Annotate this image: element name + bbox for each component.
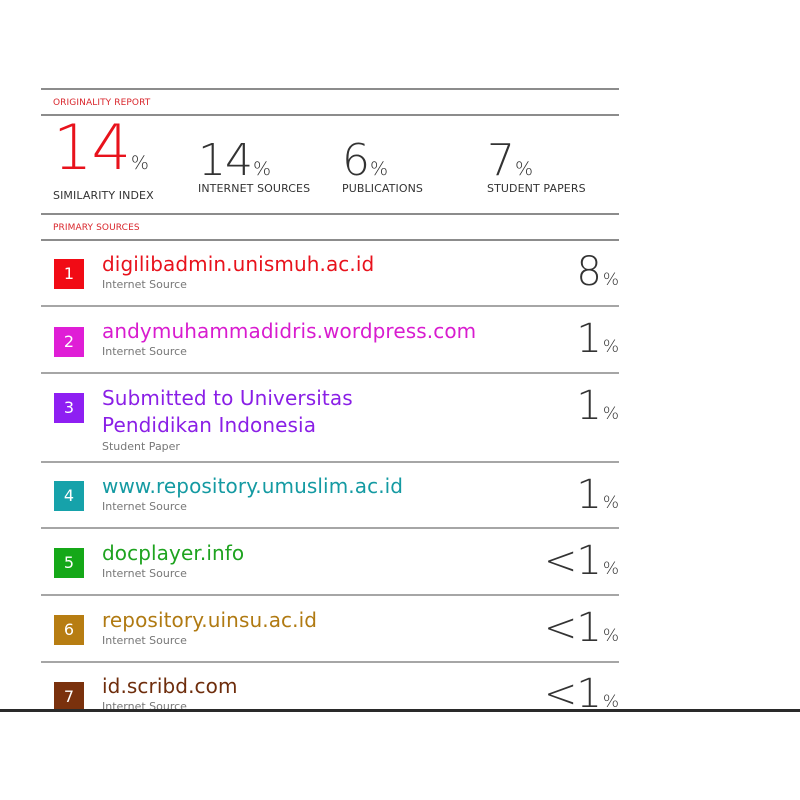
source-row[interactable]: 3 Submitted to Universitas Pendidikan In… bbox=[41, 374, 619, 463]
source-name-link[interactable]: andymuhammadidris.wordpress.com bbox=[102, 319, 477, 343]
percent-unit: % bbox=[130, 152, 149, 174]
source-row[interactable]: 5 docplayer.info Internet Source <1% bbox=[41, 529, 619, 596]
source-type: Internet Source bbox=[102, 278, 187, 291]
source-type: Internet Source bbox=[102, 345, 187, 358]
source-row[interactable]: 2 andymuhammadidris.wordpress.com Intern… bbox=[41, 307, 619, 374]
originality-report: ORIGINALITY REPORT 14% SIMILARITY INDEX … bbox=[41, 88, 619, 715]
source-percent: 1% bbox=[576, 383, 619, 429]
stat-similarity-index: 14% SIMILARITY INDEX bbox=[53, 111, 154, 203]
source-name-link[interactable]: id.scribd.com bbox=[102, 674, 238, 698]
primary-sources-heading: PRIMARY SOURCES bbox=[53, 223, 140, 233]
stat-publications: 6% PUBLICATIONS bbox=[342, 135, 423, 195]
source-name-link[interactable]: www.repository.umuslim.ac.id bbox=[102, 474, 404, 498]
source-name-link[interactable]: docplayer.info bbox=[102, 541, 245, 565]
primary-sources-list: 1 digilibadmin.unismuh.ac.id Internet So… bbox=[41, 241, 619, 715]
source-percent: 8% bbox=[576, 249, 619, 295]
source-row[interactable]: 1 digilibadmin.unismuh.ac.id Internet So… bbox=[41, 241, 619, 307]
student-papers-value: 7 bbox=[487, 135, 515, 186]
source-row[interactable]: 4 www.repository.umuslim.ac.id Internet … bbox=[41, 463, 619, 529]
source-rank-badge: 7 bbox=[54, 682, 84, 712]
source-rank-badge: 1 bbox=[54, 259, 84, 289]
student-papers-label: STUDENT PAPERS bbox=[487, 182, 586, 195]
internet-sources-label: INTERNET SOURCES bbox=[198, 182, 311, 195]
source-rank-badge: 5 bbox=[54, 548, 84, 578]
source-type: Student Paper bbox=[102, 440, 180, 453]
source-rank-badge: 2 bbox=[54, 327, 84, 357]
source-rank-badge: 3 bbox=[54, 393, 84, 423]
stat-student-papers: 7% STUDENT PAPERS bbox=[487, 135, 586, 195]
stats-summary: 14% SIMILARITY INDEX 14% INTERNET SOURCE… bbox=[41, 116, 619, 213]
source-type: Internet Source bbox=[102, 500, 187, 513]
source-percent: 1% bbox=[576, 472, 619, 518]
divider bbox=[41, 114, 619, 116]
page-bottom-border bbox=[0, 709, 800, 712]
percent-unit: % bbox=[515, 158, 533, 180]
source-row[interactable]: 7 id.scribd.com Internet Source <1% bbox=[41, 663, 619, 715]
percent-unit: % bbox=[370, 158, 388, 180]
source-percent: <1% bbox=[543, 671, 619, 715]
percent-unit: % bbox=[253, 158, 271, 180]
similarity-index-value: 14 bbox=[53, 111, 131, 184]
divider bbox=[41, 239, 619, 241]
source-percent: <1% bbox=[543, 538, 619, 584]
similarity-index-label: SIMILARITY INDEX bbox=[53, 189, 154, 202]
stat-internet-sources: 14% INTERNET SOURCES bbox=[198, 135, 310, 195]
internet-sources-value: 14 bbox=[198, 135, 253, 186]
source-percent: <1% bbox=[543, 605, 619, 651]
source-name-link[interactable]: Submitted to Universitas Pendidikan Indo… bbox=[102, 386, 353, 437]
source-percent: 1% bbox=[576, 316, 619, 362]
source-name-link[interactable]: repository.uinsu.ac.id bbox=[102, 608, 318, 632]
divider bbox=[41, 88, 619, 90]
source-type: Internet Source bbox=[102, 634, 187, 647]
publications-value: 6 bbox=[342, 135, 370, 186]
publications-label: PUBLICATIONS bbox=[342, 182, 423, 195]
divider bbox=[41, 213, 619, 215]
source-type: Internet Source bbox=[102, 567, 187, 580]
originality-report-heading: ORIGINALITY REPORT bbox=[53, 98, 151, 108]
source-row[interactable]: 6 repository.uinsu.ac.id Internet Source… bbox=[41, 596, 619, 663]
source-name-link[interactable]: digilibadmin.unismuh.ac.id bbox=[102, 252, 375, 276]
source-rank-badge: 4 bbox=[54, 481, 84, 511]
source-rank-badge: 6 bbox=[54, 615, 84, 645]
